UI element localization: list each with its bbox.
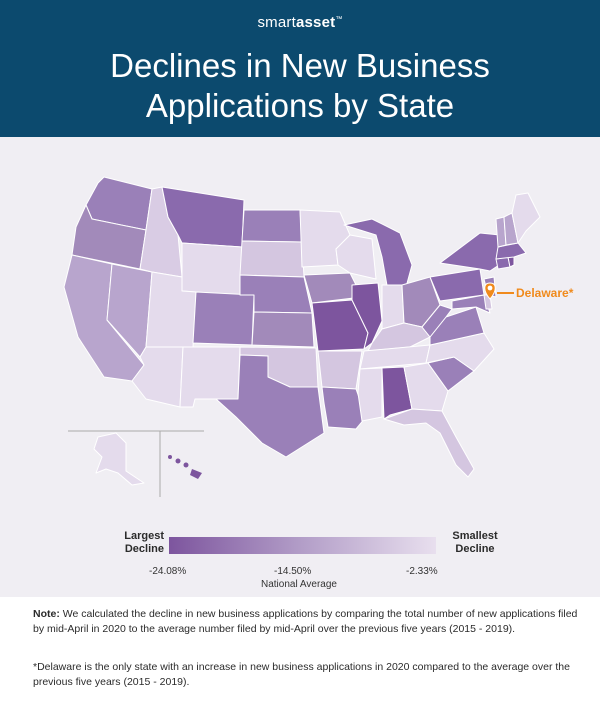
brand-logo-part2: asset: [295, 14, 336, 31]
state-wy: [181, 242, 243, 296]
delaware-footnote: *Delaware is the only state with an incr…: [33, 661, 570, 688]
state-in: [381, 284, 405, 330]
state-il: [351, 282, 383, 350]
legend-gradient-bar: [169, 537, 436, 554]
legend-smallest-line1: Smallest: [452, 530, 498, 542]
page-title: Declines in New Business Applications by…: [0, 46, 600, 126]
page-title-line1: Declines in New Business: [110, 47, 490, 84]
state-wv: [421, 304, 453, 338]
state-me: [511, 192, 541, 244]
brand-logo-part1: smart: [257, 14, 296, 31]
methodology-note: Note: We calculated the decline in new b…: [33, 607, 578, 637]
state-hi: [168, 455, 202, 479]
state-ny: [439, 232, 503, 272]
delaware-callout-label: Delaware*: [516, 286, 574, 300]
state-al: [381, 366, 413, 420]
us-map-svg: Delaware*: [63, 176, 574, 497]
state-ak: [93, 432, 145, 486]
legend-smallest-label: Smallest Decline: [440, 530, 510, 556]
legend-largest-label: Largest Decline: [108, 530, 164, 556]
us-map: Delaware*: [0, 137, 600, 517]
state-sd: [239, 240, 305, 278]
state-la: [321, 386, 367, 430]
state-ms: [357, 367, 383, 422]
legend-national-average: National Average: [261, 579, 337, 590]
state-ar: [317, 350, 363, 390]
header-banner: smartasset™ Declines in New Business App…: [0, 0, 600, 137]
note-text: We calculated the decline in new busines…: [33, 608, 578, 635]
state-co: [192, 291, 255, 346]
brand-logo: smartasset™: [0, 14, 600, 31]
legend-min-value: -24.08%: [149, 566, 187, 577]
state-nm: [179, 346, 241, 408]
state-nd: [241, 209, 303, 243]
state-ks: [251, 311, 315, 348]
legend-largest-line1: Largest: [124, 530, 164, 542]
page-title-line2: Applications by State: [145, 87, 455, 124]
state-wi: [335, 234, 377, 280]
state-fl: [383, 408, 475, 478]
legend-largest-line2: Decline: [124, 543, 164, 555]
state-md: [451, 294, 491, 314]
legend-smallest-line2: Decline: [455, 543, 495, 555]
note-label: Note:: [33, 608, 60, 620]
notes-panel: Note: We calculated the decline in new b…: [0, 597, 600, 710]
map-pin-icon: [484, 282, 496, 300]
brand-trademark: ™: [335, 16, 343, 23]
legend: Largest Decline Smallest Decline -24.08%…: [0, 517, 600, 597]
state-ga: [403, 362, 449, 412]
legend-max-value: -2.33%: [406, 566, 438, 577]
legend-mid-value: -14.50%: [274, 566, 312, 577]
state-tx: [215, 354, 325, 458]
